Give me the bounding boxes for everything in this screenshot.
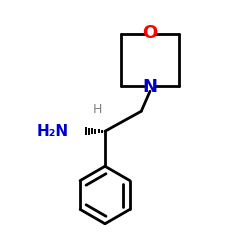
Text: H₂N: H₂N	[36, 124, 68, 139]
Text: O: O	[142, 24, 158, 42]
Text: N: N	[142, 78, 158, 96]
Text: H: H	[93, 103, 102, 116]
